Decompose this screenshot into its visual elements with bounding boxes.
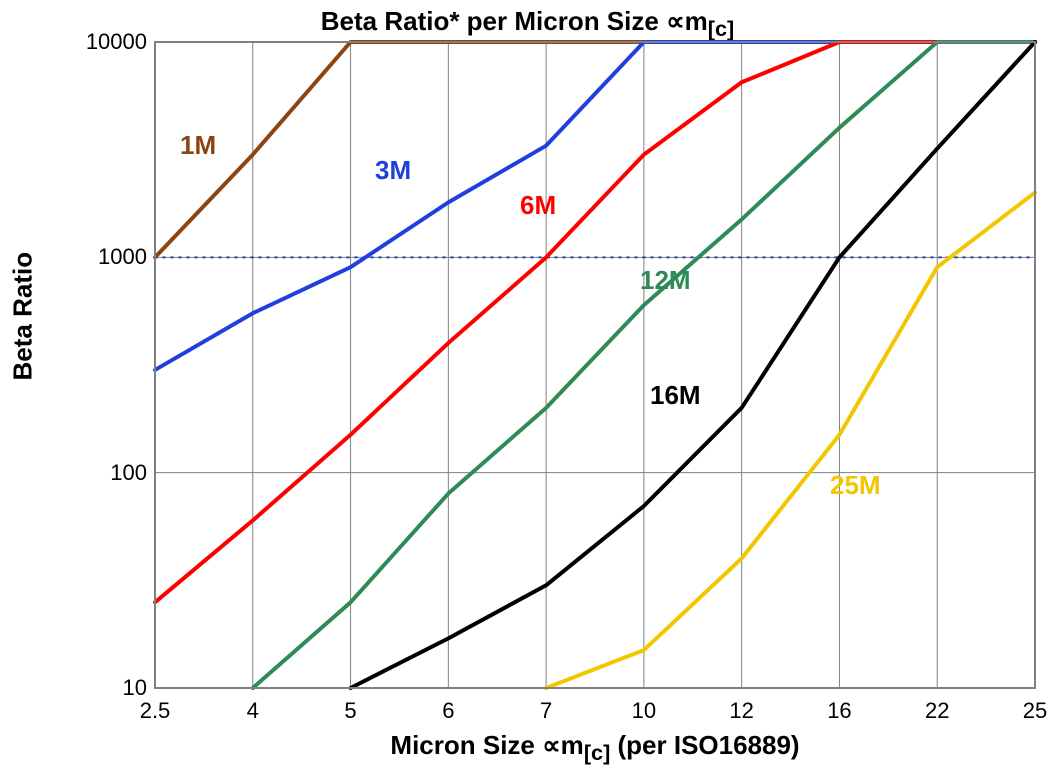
x-tick-label: 5 [344,698,356,724]
x-tick-label: 10 [632,698,656,724]
series-label-16M: 16M [650,380,701,411]
x-axis-label-prefix: Micron Size [390,730,542,760]
x-tick-label: 16 [827,698,851,724]
x-tick-label: 7 [540,698,552,724]
x-axis-label-symbol: ∝m [542,730,584,760]
x-axis-label-suffix: (per ISO16889) [610,730,799,760]
y-tick-label: 10000 [86,29,147,55]
x-tick-label: 2.5 [140,698,171,724]
y-tick-label: 100 [110,460,147,486]
plot-svg [0,0,1055,781]
y-axis-label: Beta Ratio [8,351,39,381]
x-axis-label: Micron Size ∝m[c] (per ISO16889) [155,730,1035,766]
x-tick-label: 12 [729,698,753,724]
series-label-25M: 25M [830,470,881,501]
x-tick-label: 4 [247,698,259,724]
x-axis-label-subscript: [c] [584,740,610,765]
chart-container: Beta Ratio* per Micron Size ∝m[c] 101001… [0,0,1055,781]
series-label-3M: 3M [375,155,411,186]
x-tick-label: 6 [442,698,454,724]
y-tick-label: 1000 [98,244,147,270]
series-label-1M: 1M [180,130,216,161]
x-tick-label: 22 [925,698,949,724]
x-tick-label: 25 [1023,698,1047,724]
series-label-12M: 12M [640,265,691,296]
series-label-6M: 6M [520,190,556,221]
